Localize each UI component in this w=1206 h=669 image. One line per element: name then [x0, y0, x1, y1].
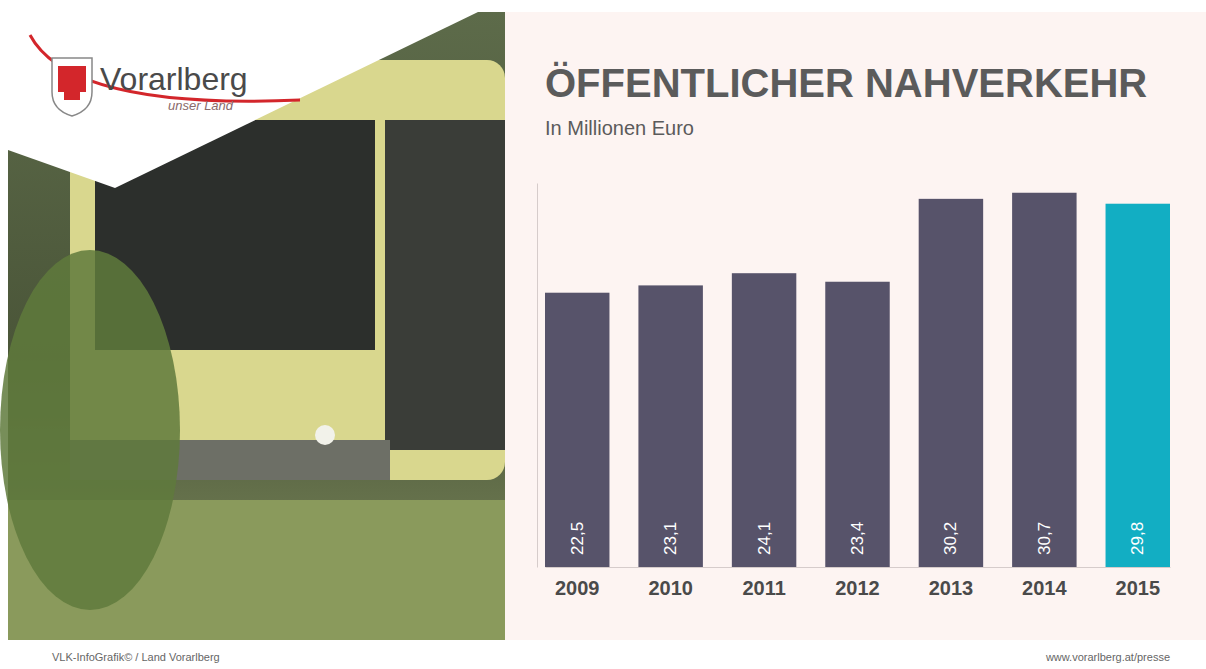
x-tick-label: 2010	[648, 577, 693, 599]
logo-name: Vorarlberg	[100, 61, 248, 97]
photo	[0, 12, 505, 640]
x-tick: 2013	[929, 567, 974, 599]
data-label: 23,1	[661, 522, 680, 555]
x-tick-label: 2011	[742, 577, 785, 599]
data-label: 23,4	[848, 522, 867, 555]
bus-door	[385, 120, 505, 450]
bar	[919, 199, 983, 567]
data-label: 30,2	[941, 522, 960, 555]
bar	[545, 293, 609, 567]
y-axis	[537, 184, 538, 568]
x-tick-label: 2013	[929, 577, 974, 599]
footer-source: VLK-InfoGrafik© / Land Vorarlberg	[52, 651, 220, 663]
subtitle: In Millionen Euro	[545, 117, 694, 139]
bar	[1012, 193, 1076, 567]
shield-banner	[58, 66, 86, 100]
x-tick: 2009	[555, 567, 600, 599]
x-tick: 2014	[1022, 567, 1067, 599]
x-tick-label: 2015	[1116, 577, 1161, 599]
shield	[52, 58, 92, 116]
chart: Vorarlbergunser Land ÖFFENTLICHER NAHVERK…	[0, 0, 1206, 669]
y-axis-line	[537, 184, 538, 568]
data-label: 22,5	[568, 522, 587, 555]
x-tick: 2015	[1116, 567, 1161, 599]
bar	[638, 285, 702, 567]
bush	[0, 250, 180, 610]
logo-tagline: unser Land	[168, 98, 234, 113]
bar	[732, 273, 796, 567]
bus-light	[315, 425, 335, 445]
data-label: 29,8	[1128, 522, 1147, 555]
x-tick: 2010	[648, 567, 693, 599]
bars	[545, 193, 1170, 567]
x-tick-label: 2012	[835, 577, 880, 599]
x-axis-line	[546, 567, 1171, 568]
data-label: 30,7	[1035, 522, 1054, 555]
chart-background	[505, 12, 1206, 640]
x-tick-label: 2014	[1022, 577, 1067, 599]
bar	[1106, 204, 1170, 567]
x-tick: 2011	[742, 567, 785, 599]
title: ÖFFENTLICHER NAHVERKEHR	[545, 61, 1147, 105]
x-axis: 2009 2010 2011 2012 2013 2014 2015	[546, 567, 1171, 599]
logo-wedge	[8, 12, 478, 188]
coat-of-arms	[52, 58, 92, 116]
data-label: 24,1	[755, 522, 774, 555]
x-tick-label: 2009	[555, 577, 600, 599]
x-tick: 2012	[835, 567, 880, 599]
bar	[825, 282, 889, 567]
logo-swoosh	[30, 35, 300, 101]
data-labels: 22,5 23,1 24,1 23,4 30,2 30,7 29,8	[568, 522, 1148, 555]
footer-url: www.vorarlberg.at/presse	[1045, 651, 1170, 663]
